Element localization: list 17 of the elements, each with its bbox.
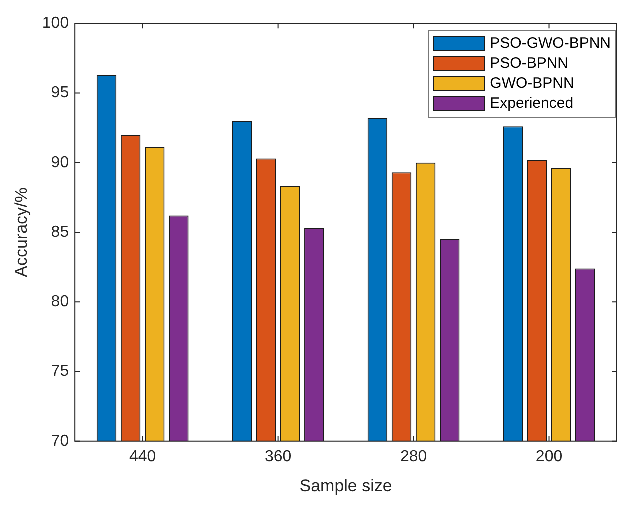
- legend-label: PSO-BPNN: [490, 55, 569, 72]
- y-axis-title: Accuracy/%: [12, 188, 31, 278]
- x-tick-label: 200: [536, 448, 563, 466]
- y-tick-label: 80: [51, 294, 70, 311]
- y-tick-label: 90: [51, 154, 70, 172]
- x-tick-label: 440: [129, 448, 156, 466]
- y-tick-label: 95: [51, 84, 70, 102]
- y-tick-label: 85: [51, 224, 70, 241]
- x-tick-label: 360: [264, 448, 292, 466]
- legend-label: Experienced: [490, 95, 574, 112]
- legend-label: PSO-GWO-BPNN: [490, 35, 611, 52]
- x-axis-title: Sample size: [300, 476, 392, 496]
- legend-label: GWO-BPNN: [490, 75, 574, 92]
- y-tick-label: 75: [51, 363, 70, 380]
- x-tick-label: 280: [400, 448, 428, 466]
- y-tick-label: 100: [42, 15, 70, 32]
- y-tick-label: 70: [51, 432, 70, 450]
